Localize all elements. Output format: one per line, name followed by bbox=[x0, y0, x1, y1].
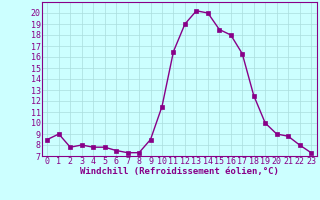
X-axis label: Windchill (Refroidissement éolien,°C): Windchill (Refroidissement éolien,°C) bbox=[80, 167, 279, 176]
